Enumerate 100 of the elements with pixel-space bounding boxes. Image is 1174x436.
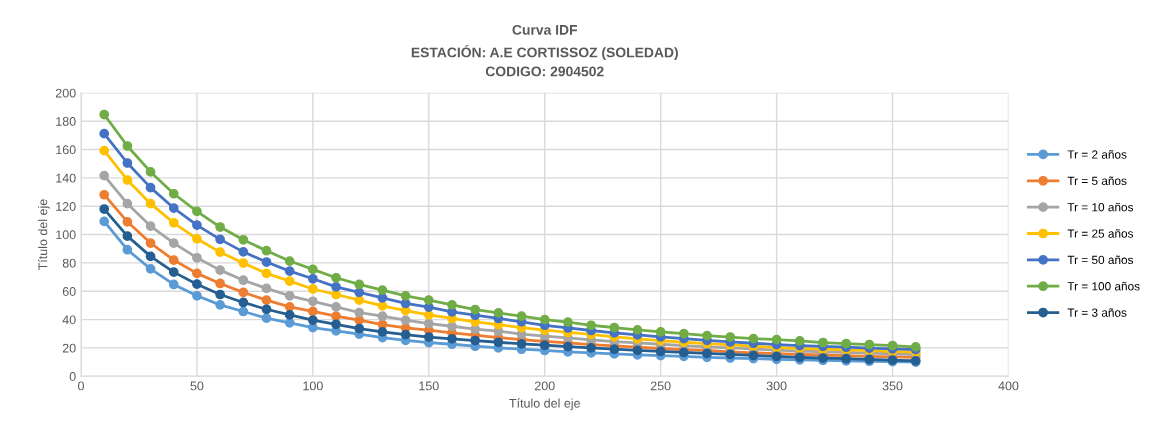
point: [192, 220, 202, 230]
point: [145, 221, 156, 231]
point: [331, 301, 341, 312]
point: [168, 255, 179, 265]
y-tick-label: 80: [62, 258, 76, 268]
point: [771, 334, 782, 345]
x-axis-title: Título del eje: [509, 398, 580, 411]
point: [516, 311, 527, 322]
y-tick-label: 200: [55, 88, 76, 98]
point: [99, 128, 110, 139]
point: [400, 329, 411, 340]
point: [308, 306, 318, 317]
point: [238, 275, 249, 286]
x-tick-label: 100: [303, 381, 323, 391]
point: [215, 222, 225, 232]
point: [354, 295, 365, 306]
point: [192, 268, 202, 279]
point: [331, 272, 341, 283]
legend-label: Tr = 2 años: [1067, 150, 1127, 159]
y-tick-label: 20: [62, 343, 76, 353]
point: [261, 295, 272, 306]
point: [377, 311, 388, 322]
point: [377, 293, 388, 303]
point: [284, 301, 295, 312]
point: [261, 268, 272, 279]
point: [99, 109, 110, 120]
point: [609, 322, 620, 333]
point: [284, 256, 295, 266]
point: [423, 332, 434, 342]
point: [122, 244, 133, 255]
point: [192, 290, 202, 301]
point: [122, 231, 133, 241]
point: [423, 310, 434, 320]
point: [354, 287, 365, 298]
point: [122, 141, 133, 151]
point: [423, 318, 434, 329]
point: [794, 336, 805, 346]
point: [238, 234, 249, 245]
point: [864, 339, 875, 350]
legend-label: Tr = 25 años: [1067, 229, 1134, 238]
y-tick-label: 180: [56, 117, 76, 126]
point: [609, 344, 620, 355]
point: [539, 314, 550, 325]
point: [238, 246, 249, 257]
x-tick-label: 50: [190, 381, 204, 391]
y-tick-label: 40: [62, 315, 76, 325]
point: [168, 267, 179, 277]
point: [238, 258, 249, 268]
point: [284, 276, 295, 287]
x-tick-label: 200: [534, 381, 555, 391]
x-tick-label: 400: [998, 381, 1019, 391]
point: [493, 308, 504, 318]
point: [470, 304, 481, 315]
point: [725, 332, 736, 342]
point: [168, 217, 179, 228]
point: [192, 233, 202, 244]
point: [261, 245, 272, 256]
point: [261, 283, 272, 294]
point: [261, 304, 272, 315]
point: [168, 203, 179, 213]
y-tick-label: 140: [56, 173, 76, 183]
point: [331, 289, 341, 300]
point: [215, 278, 225, 289]
point: [516, 338, 527, 349]
point: [377, 327, 388, 337]
point: [99, 145, 110, 156]
x-tick-label: 350: [882, 381, 903, 391]
x-tick-label: 150: [419, 381, 439, 391]
point: [215, 265, 225, 275]
point: [284, 266, 295, 276]
point: [215, 299, 225, 310]
point: [284, 310, 295, 320]
point: [145, 167, 156, 177]
y-tick-label: 0: [69, 372, 76, 381]
point: [748, 333, 759, 344]
point: [192, 206, 202, 217]
point: [145, 251, 156, 262]
legend-label: Tr = 100 años: [1067, 281, 1140, 291]
point: [702, 330, 712, 341]
point: [354, 307, 365, 318]
point: [122, 175, 133, 185]
point: [539, 340, 550, 351]
point: [145, 238, 156, 248]
point: [192, 279, 202, 290]
point: [331, 281, 341, 292]
point: [145, 182, 156, 193]
point: [215, 289, 225, 300]
point: [308, 273, 318, 284]
point: [238, 297, 249, 308]
point: [447, 299, 457, 310]
point: [122, 198, 133, 209]
legend-label: Tr = 3 años: [1067, 308, 1127, 317]
point: [423, 295, 434, 306]
point: [168, 238, 179, 248]
point: [655, 327, 666, 337]
point: [122, 216, 133, 227]
point: [238, 306, 249, 317]
point: [308, 315, 318, 326]
x-tick-label: 250: [650, 381, 671, 391]
legend-label: Tr = 10 años: [1067, 202, 1134, 212]
